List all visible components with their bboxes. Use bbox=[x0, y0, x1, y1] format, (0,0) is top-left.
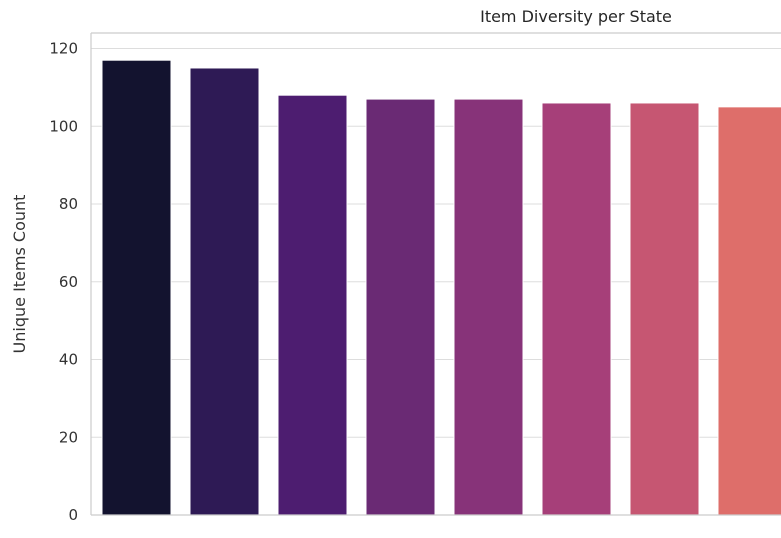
y-tick-label: 20 bbox=[59, 428, 78, 446]
y-axis-label: Unique Items Count bbox=[10, 195, 29, 354]
bar bbox=[453, 98, 524, 516]
bar bbox=[629, 102, 700, 516]
y-tick-label: 0 bbox=[68, 506, 78, 524]
y-tick-label: 60 bbox=[59, 273, 78, 291]
bars bbox=[101, 59, 781, 516]
y-tick-label: 40 bbox=[59, 351, 78, 369]
bar bbox=[101, 59, 172, 516]
y-tick-label: 120 bbox=[49, 40, 78, 58]
bar bbox=[189, 67, 260, 516]
y-tick-label: 80 bbox=[59, 195, 78, 213]
bar bbox=[365, 98, 436, 516]
axes bbox=[90, 32, 781, 516]
y-tick-labels: 0 20 40 60 80 100 120 bbox=[49, 40, 78, 524]
bar bbox=[541, 102, 612, 516]
bar bbox=[717, 106, 781, 516]
y-tick-label: 100 bbox=[49, 117, 78, 135]
chart-title: Item Diversity per State bbox=[480, 7, 672, 26]
bar bbox=[277, 94, 348, 516]
